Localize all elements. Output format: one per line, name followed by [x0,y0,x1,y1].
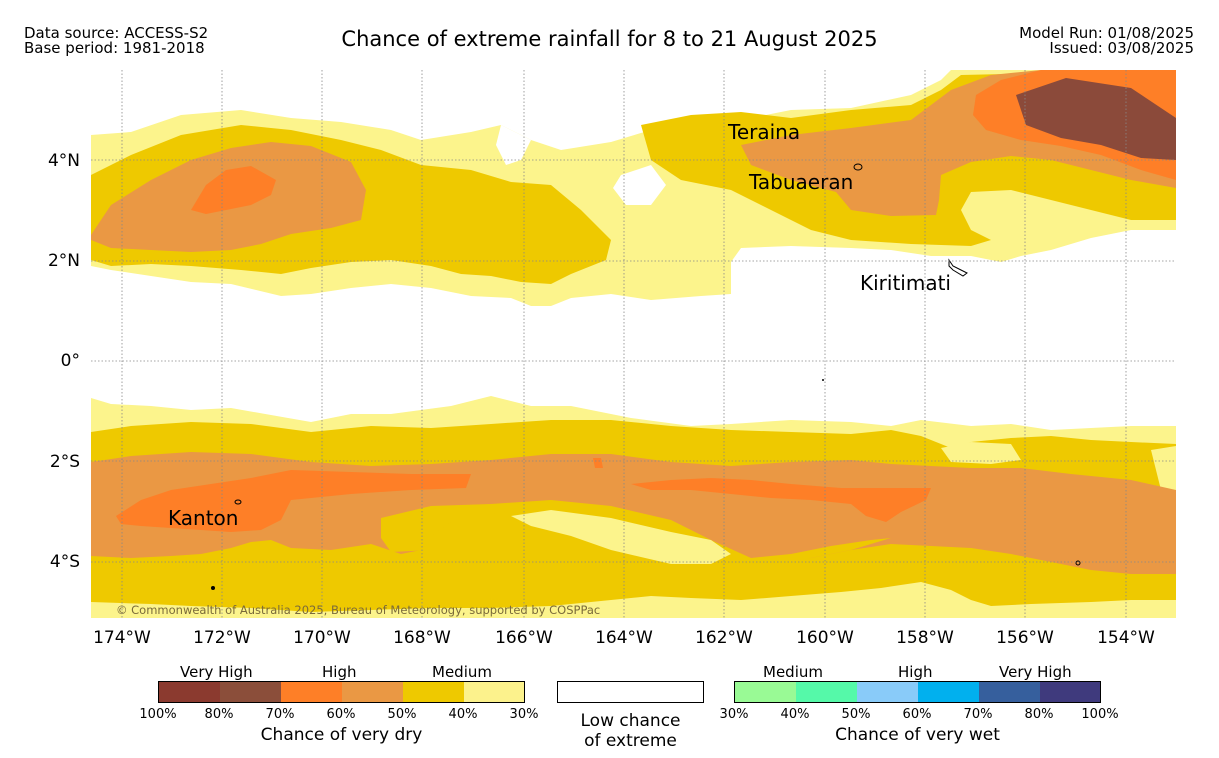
legend-swatch [281,682,342,702]
lat-label-2n: 2°N [47,251,80,271]
wet-legend-high: High [898,663,933,681]
south-orange-spot [593,458,603,468]
issued-date: Issued: 03/08/2025 [1049,39,1194,57]
small-island [822,379,824,381]
legend-swatch [735,682,796,702]
map-grid [91,70,1176,618]
south-light-yellow-east [1151,446,1176,490]
south-light-yellow-inlet [941,442,1021,464]
lon-label: 170°W [293,628,351,648]
lon-label: 172°W [193,628,251,648]
lon-label: 158°W [896,628,954,648]
legend-swatch [796,682,857,702]
low-chance-caption: Low chance of extreme [557,711,704,751]
wet-legend-medium: Medium [763,663,823,681]
dry-legend-colorbar [158,681,525,703]
dry-legend-very-high: Very High [180,663,253,681]
dry-percent-label: 30% [509,707,539,722]
wet-percent-label: 100% [1081,707,1119,722]
lon-label: 168°W [393,628,451,648]
south-orange-region-east [631,478,931,522]
wet-legend-caption: Chance of very wet [835,725,1000,745]
legend-swatch [220,682,281,702]
lon-label: 162°W [695,628,753,648]
lon-label: 166°W [495,628,553,648]
wet-percent-label: 30% [719,707,749,722]
north-white-notch [496,125,531,165]
data-source: Data source: ACCESS-S2 [24,24,209,42]
model-run: Model Run: 01/08/2025 [1019,24,1194,42]
legend-swatch [918,682,979,702]
lat-label-4n: 4°N [47,151,80,171]
wet-percent-label: 50% [841,707,871,722]
wet-percent-label: 70% [963,707,993,722]
place-label-kiritimati: Kiritimati [860,271,951,295]
north-white-gap [613,165,666,205]
kiritimati-island [948,258,968,277]
low-chance-caption-line2: of extreme [584,731,677,751]
place-label-kanton: Kanton [168,506,238,530]
place-label-teraina: Teraina [727,120,800,144]
legend-swatch [857,682,918,702]
kanton-island [234,499,242,505]
wet-legend-colorbar [734,681,1101,703]
low-chance-swatch [557,681,704,703]
legend-swatch [464,682,524,702]
dry-legend-medium: Medium [432,663,492,681]
legend-swatch [979,682,1040,702]
legend-swatch [1040,682,1100,702]
north-brown-region [1016,78,1176,160]
wet-percent-label: 80% [1024,707,1054,722]
lat-label-4s: 4°S [49,552,80,572]
lat-label-0: 0° [60,351,80,371]
low-chance-caption-line1: Low chance [580,711,681,731]
lat-label-2s: 2°S [49,452,80,472]
legend-swatch [159,682,220,702]
rainfall-map: Teraina Tabuaeran Kiritimati Kanton © Co… [91,70,1176,618]
copyright-notice: © Commonwealth of Australia 2025, Bureau… [116,603,600,617]
dry-percent-label: 50% [387,707,417,722]
small-island [211,586,215,590]
wet-percent-label: 60% [902,707,932,722]
legend-swatch [342,682,403,702]
wet-legend-very-high: Very High [999,663,1072,681]
page-title: Chance of extreme rainfall for 8 to 21 A… [341,27,878,51]
dry-percent-label: 60% [326,707,356,722]
south-orange-region-west [116,470,471,532]
dry-percent-label: 80% [204,707,234,722]
lon-label: 174°W [93,628,151,648]
lon-label: 164°W [595,628,653,648]
legend-swatch [403,682,464,702]
small-island [1075,560,1081,566]
dry-legend-caption: Chance of very dry [260,725,423,745]
wet-percent-label: 40% [780,707,810,722]
place-label-tabuaeran: Tabuaeran [748,170,853,194]
south-light-yellow-pocket [511,510,731,564]
lon-label: 160°W [796,628,854,648]
dry-legend-high: High [322,663,357,681]
lon-label: 154°W [1097,628,1155,648]
base-period: Base period: 1981-2018 [24,39,205,57]
dry-percent-label: 40% [448,707,478,722]
lon-label: 156°W [996,628,1054,648]
tabuaeran-island [853,163,863,171]
dry-percent-label: 100% [139,707,177,722]
dry-percent-label: 70% [265,707,295,722]
north-orange-region-west [191,166,276,214]
